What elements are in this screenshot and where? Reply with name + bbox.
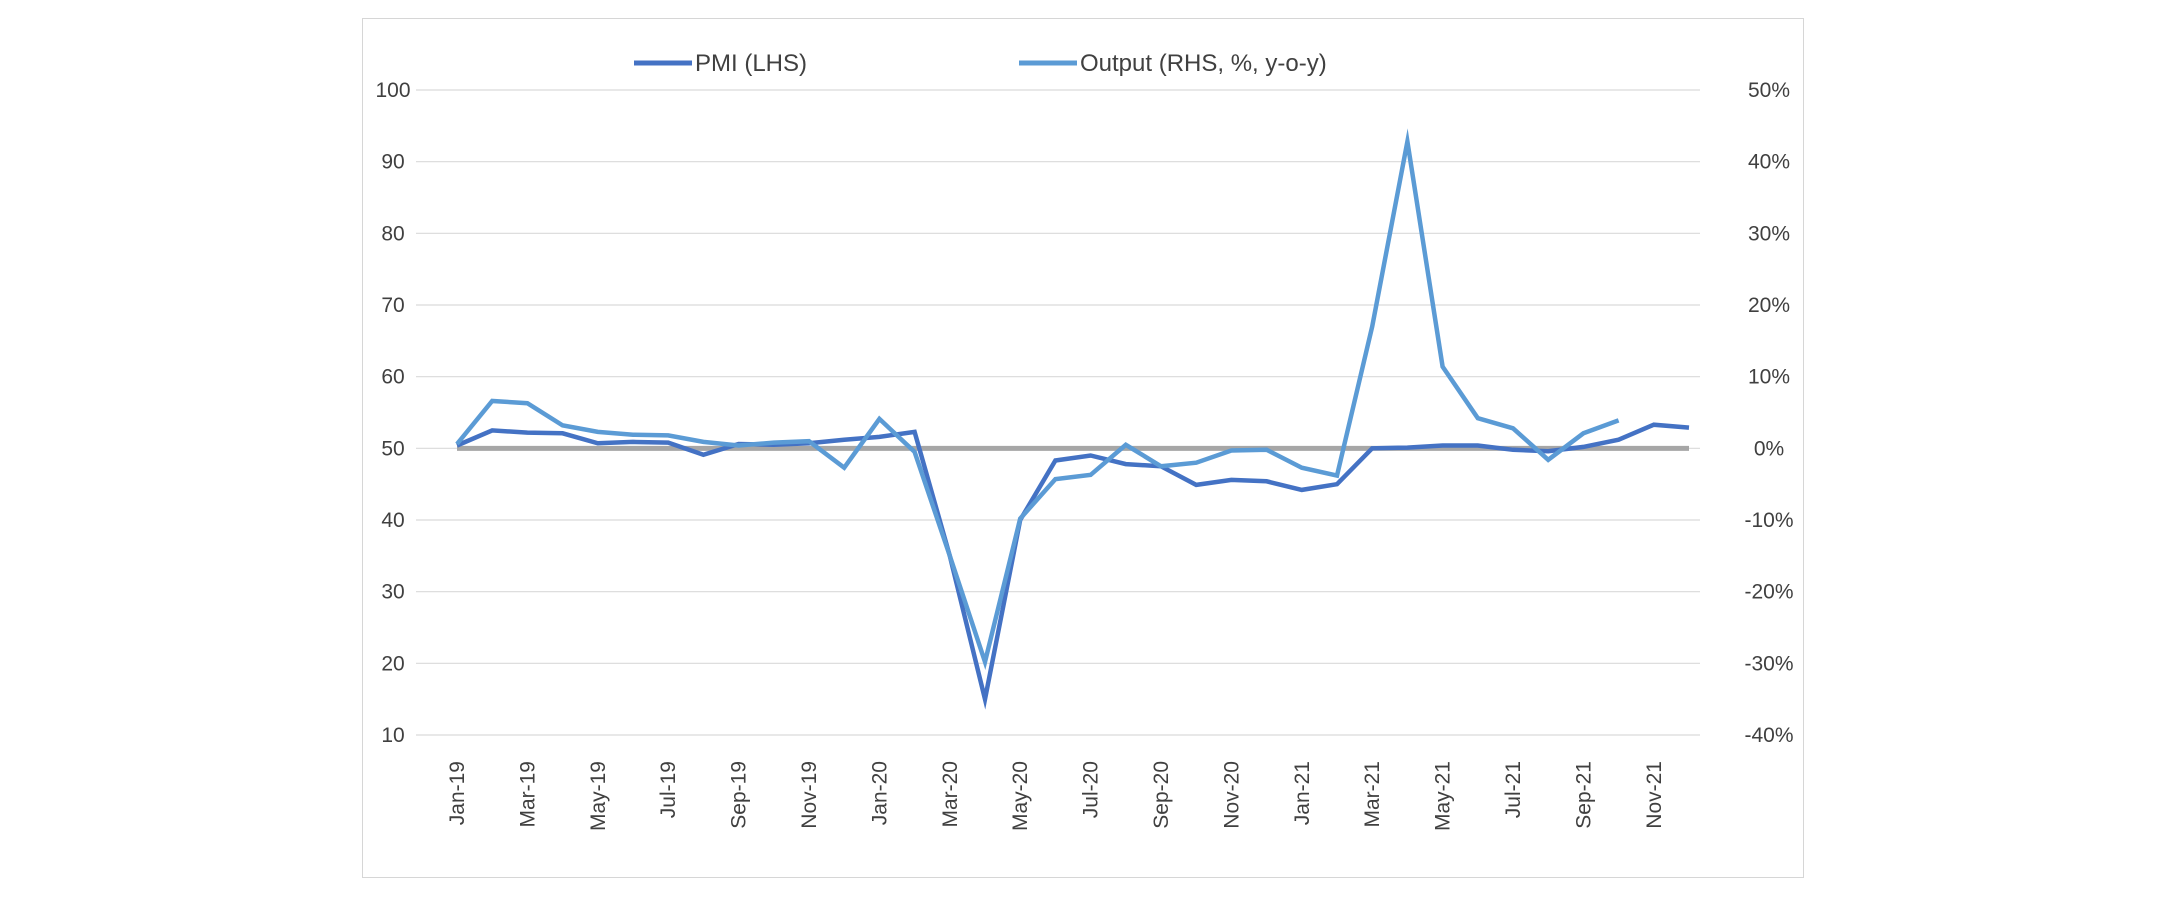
left-tick-label: 80 [381,222,404,245]
right-tick-label: -10% [1744,509,1793,532]
x-tick-label: May-19 [587,761,610,831]
x-tick-label: Nov-21 [1643,761,1666,829]
right-tick-label: 30% [1748,222,1790,245]
right-tick-label: 0% [1754,437,1784,460]
x-tick-label: May-21 [1432,761,1455,831]
left-tick-label: 90 [381,151,404,174]
series-lines [455,128,1690,710]
right-tick-label: -20% [1744,581,1793,604]
output-series-line [455,128,1620,671]
left-tick-label: 100 [375,79,410,102]
x-tick-label: Nov-20 [1220,761,1243,829]
x-tick-label: Jul-20 [1080,761,1103,818]
x-axis: Jan-19 Mar-19 May-19 Jul-19 Sep-19 Nov-19 Jan-… [446,761,1666,831]
right-tick-label: -40% [1744,724,1793,747]
legend-label: PMI (LHS) [695,50,807,77]
x-tick-label: Jan-20 [868,761,891,825]
x-tick-label: Nov-19 [798,761,821,829]
x-tick-label: Mar-21 [1361,761,1384,828]
x-tick-label: Sep-21 [1572,761,1595,829]
right-tick-label: 50% [1748,79,1790,102]
left-axis: 10 20 30 40 50 60 70 80 90 100 [375,79,410,747]
left-tick-label: 70 [381,294,404,317]
right-tick-label: 40% [1748,151,1790,174]
x-tick-label: Mar-19 [516,761,539,828]
x-tick-label: May-20 [1009,761,1032,831]
gridlines [416,89,1700,736]
left-tick-label: 30 [381,581,404,604]
x-tick-label: Sep-20 [1150,761,1173,829]
left-tick-label: 40 [381,509,404,532]
right-tick-label: 20% [1748,294,1790,317]
legend-label: Output (RHS, %, y-o-y) [1080,50,1327,77]
x-tick-label: Jul-19 [657,761,680,818]
pmi-series-line [456,422,1690,710]
x-tick-label: Jan-19 [446,761,469,825]
x-tick-label: Jul-21 [1502,761,1525,818]
chart-frame [362,18,1804,878]
left-tick-label: 10 [381,724,404,747]
right-tick-label: -30% [1744,652,1793,675]
legend: PMI (LHS) Output (RHS, %, y-o-y) [634,50,1327,77]
x-tick-label: Sep-19 [728,761,751,829]
left-tick-label: 50 [381,437,404,460]
x-tick-label: Mar-20 [939,761,962,828]
left-tick-label: 20 [381,652,404,675]
x-tick-label: Jan-21 [1291,761,1314,825]
right-tick-label: 10% [1748,366,1790,389]
left-tick-label: 60 [381,366,404,389]
right-axis: -40% -30% -20% -10% 0% 10% 20% 30% 40% 50% [1744,79,1793,747]
